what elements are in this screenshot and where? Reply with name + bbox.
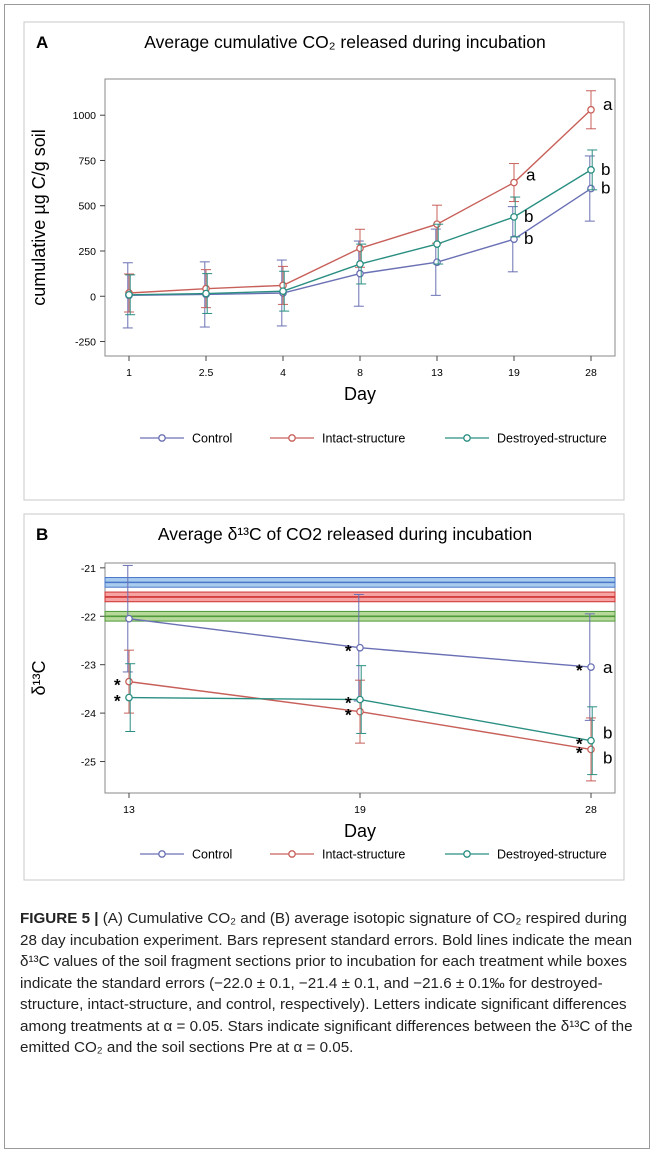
data-point	[433, 240, 441, 248]
panel-label: A	[36, 33, 48, 52]
y-tick-label: 750	[78, 155, 96, 167]
x-tick-label: 8	[357, 367, 363, 379]
y-axis-label: cumulative µg C/g soil	[29, 129, 49, 305]
y-tick-label: 250	[78, 246, 96, 258]
panel-a: A Average cumulative CO₂ released during …	[0, 0, 655, 508]
data-point	[587, 663, 595, 671]
significance-letter: b	[603, 748, 612, 767]
data-point	[510, 235, 518, 244]
significance-star: *	[345, 642, 352, 661]
x-axis-label: Day	[344, 821, 376, 841]
legend-marker	[158, 434, 166, 442]
data-point	[356, 244, 364, 253]
figure-frame	[4, 4, 650, 1149]
x-tick-label: 28	[585, 804, 597, 816]
y-tick-label: 500	[78, 201, 96, 213]
data-point	[279, 287, 287, 296]
y-tick-label: -250	[75, 337, 96, 349]
data-point	[510, 178, 518, 187]
significance-letter: b	[524, 229, 533, 248]
data-point	[125, 614, 133, 623]
significance-letter: a	[603, 658, 613, 677]
data-point	[125, 693, 133, 702]
significance-letter: b	[601, 160, 610, 179]
data-point	[587, 105, 595, 114]
chart-a-svg: A Average cumulative CO₂ released during …	[23, 21, 625, 501]
chart-title: Average δ¹³C of CO2 released during incu…	[158, 524, 532, 544]
significance-star: *	[576, 735, 583, 754]
significance-star: *	[114, 676, 121, 695]
data-point	[587, 166, 595, 174]
legend-marker	[288, 850, 296, 858]
data-point	[587, 736, 595, 745]
x-tick-label: 19	[354, 804, 366, 816]
caption-label: FIGURE 5 |	[20, 910, 99, 927]
significance-letter: b	[603, 724, 612, 743]
y-tick-label: -22	[81, 611, 96, 623]
legend-label: Destroyed-structure	[497, 432, 607, 446]
data-point	[125, 677, 133, 686]
legend-label: Control	[192, 432, 232, 446]
x-axis-label: Day	[344, 384, 376, 404]
data-point	[356, 269, 364, 278]
legend-marker	[288, 434, 296, 442]
data-point	[587, 184, 595, 193]
panel-b: B Average δ¹³C of CO2 released during inc…	[0, 512, 655, 882]
figure-caption: FIGURE 5 | (A) Cumulative CO₂ and (B) av…	[20, 908, 640, 1059]
significance-letter: a	[603, 95, 613, 114]
legend-marker	[463, 434, 471, 442]
data-point	[587, 745, 595, 754]
legend-label: Destroyed-structure	[497, 848, 607, 862]
significance-letter: a	[526, 166, 536, 185]
y-tick-label: -23	[81, 660, 96, 672]
panel-border	[23, 21, 625, 501]
x-tick-label: 19	[508, 367, 520, 379]
y-tick-label: 0	[90, 291, 96, 303]
y-tick-label: -21	[81, 563, 96, 575]
y-axis-label: δ¹³C	[29, 660, 49, 695]
significance-star: *	[345, 706, 352, 725]
caption-text: (A) Cumulative CO₂ and (B) average isoto…	[20, 910, 633, 1056]
legend-label: Control	[192, 848, 232, 862]
significance-star: *	[576, 743, 583, 762]
significance-star: *	[114, 692, 121, 711]
legend-marker	[158, 850, 166, 858]
data-point	[510, 213, 518, 221]
x-tick-label: 28	[585, 367, 597, 379]
significance-star: *	[576, 661, 583, 680]
panel-label: B	[36, 525, 48, 544]
y-tick-label: 1000	[73, 110, 97, 122]
panel-border	[23, 513, 625, 881]
data-point	[356, 260, 364, 268]
data-point	[356, 643, 364, 652]
legend-label: Intact-structure	[322, 848, 405, 862]
legend-label: Intact-structure	[322, 432, 405, 446]
chart-b-svg: B Average δ¹³C of CO2 released during inc…	[23, 513, 625, 881]
chart-title: Average cumulative CO₂ released during i…	[144, 32, 545, 52]
significance-star: *	[345, 694, 352, 713]
significance-letter: b	[601, 179, 610, 198]
data-point	[356, 695, 364, 704]
x-tick-label: 2.5	[199, 367, 214, 379]
y-tick-label: -25	[81, 757, 96, 769]
data-point	[202, 289, 210, 298]
x-tick-label: 13	[123, 804, 135, 816]
x-tick-label: 1	[126, 367, 132, 379]
y-tick-label: -24	[81, 708, 96, 720]
data-point	[356, 707, 364, 716]
data-point	[125, 290, 133, 299]
significance-letter: b	[524, 207, 533, 226]
x-tick-label: 13	[431, 367, 443, 379]
x-tick-label: 4	[280, 367, 286, 379]
legend-marker	[463, 850, 471, 858]
